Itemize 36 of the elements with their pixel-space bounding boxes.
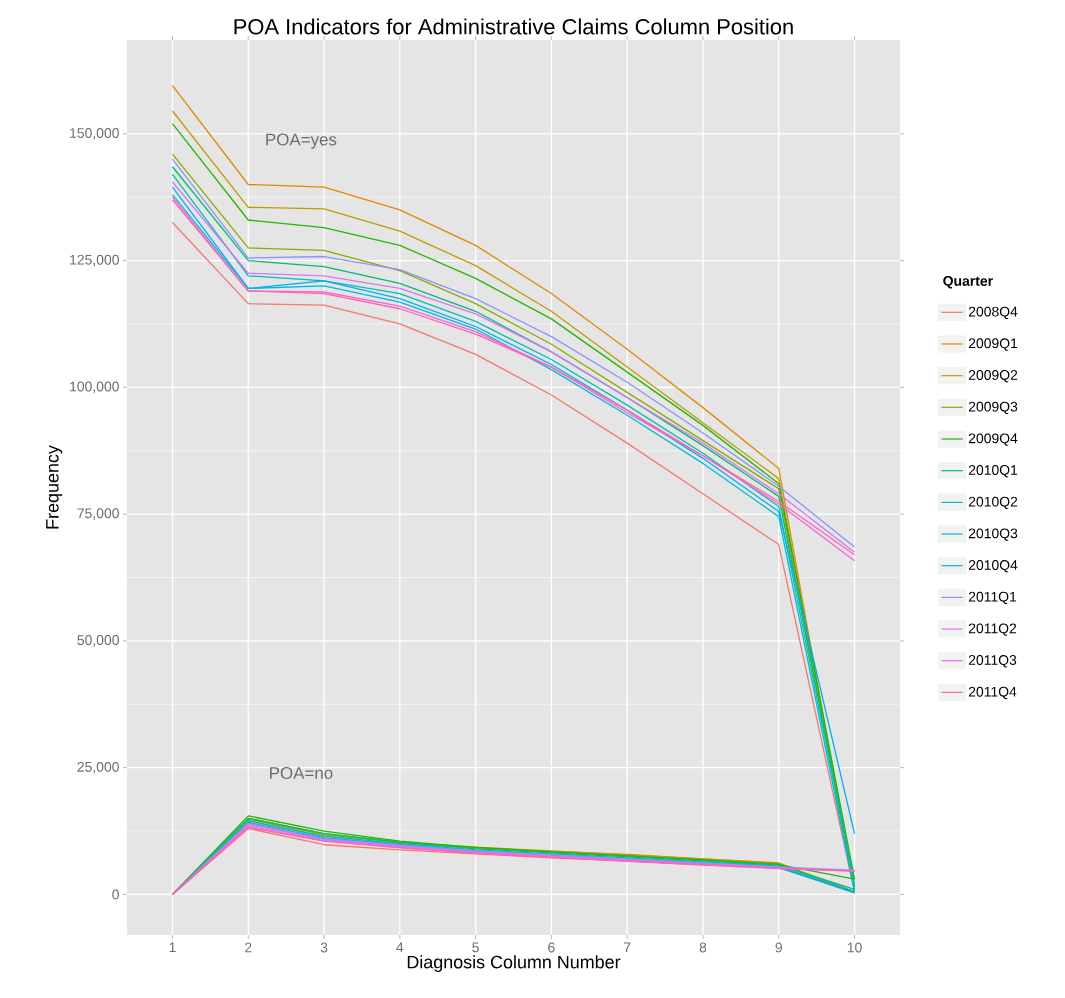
x-tick-label: 3: [320, 942, 328, 953]
y-tick-label: 0: [112, 889, 119, 900]
legend-label: 2009Q3: [968, 401, 1018, 415]
legend-label: 2011Q2: [968, 623, 1017, 636]
x-tick-label: 4: [396, 942, 404, 953]
legend-label: 2009Q1: [968, 338, 1018, 351]
annotation: POA=yes: [266, 133, 337, 149]
annotation: POA=no: [270, 767, 333, 780]
x-tick-label: 8: [699, 942, 707, 953]
legend-label: 2011Q3: [968, 655, 1017, 668]
legend-label: 2008Q4: [968, 306, 1018, 320]
y-axis-title: Frequency: [46, 445, 63, 529]
legend-label: 2010Q3: [968, 528, 1018, 541]
y-tick-label: 150,000: [70, 128, 119, 140]
x-tick-label: 5: [472, 942, 479, 953]
legend-label: 2010Q2: [968, 496, 1018, 510]
chart-title: POA Indicators for Administrative Claims Column Position: [234, 18, 793, 35]
y-tick-label: 125,000: [70, 254, 119, 267]
x-axis-title: Diagnosis Column Number: [407, 955, 621, 972]
legend-label: 2009Q2: [968, 370, 1018, 383]
legend-label: 2010Q4: [968, 560, 1018, 573]
legend-label: 2010Q1: [968, 465, 1018, 478]
legend-title: Quarter: [943, 275, 993, 289]
x-tick-label: 9: [775, 942, 782, 953]
x-tick-label: 6: [548, 942, 555, 953]
legend-label: 2011Q1: [968, 591, 1017, 605]
x-tick-label: 1: [169, 942, 176, 953]
y-tick-label: 50,000: [77, 635, 119, 647]
y-tick-label: 75,000: [77, 508, 119, 520]
x-tick-label: 7: [624, 942, 631, 953]
x-tick-label: 10: [847, 942, 862, 953]
legend-label: 2011Q4: [968, 686, 1017, 700]
legend-label: 2009Q4: [968, 433, 1018, 446]
y-tick-label: 100,000: [70, 381, 119, 394]
y-tick-label: 25,000: [77, 761, 119, 774]
x-tick-label: 2: [245, 942, 252, 953]
